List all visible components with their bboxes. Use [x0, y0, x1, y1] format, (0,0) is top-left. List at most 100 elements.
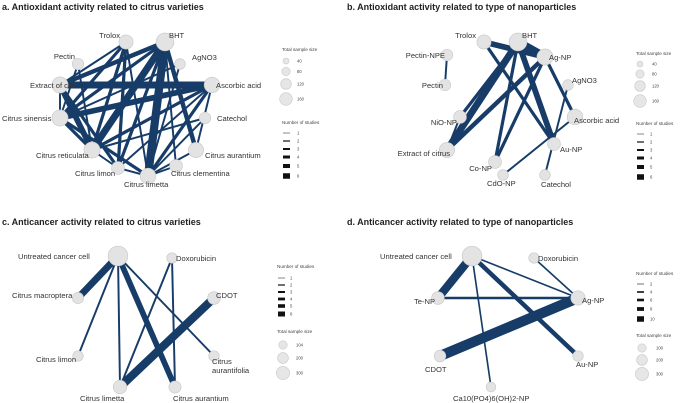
legend-value: 300: [656, 372, 664, 377]
node-label-limetta: Citrus limetta: [124, 180, 169, 189]
edge-agnp-conp: [493, 56, 547, 163]
legend-size-circle: [637, 343, 647, 353]
node-label-bht: BHT: [169, 31, 185, 40]
edge-bht-nionp: [458, 41, 520, 118]
panel-c-size-legend: Total sample size 104 200 300: [276, 329, 313, 380]
node-aunp: [547, 137, 561, 151]
edge-bht-limetta: [143, 41, 170, 177]
node-trolox: [118, 34, 134, 50]
panel-c-network: Untreated cancer cell Doxorubicin Citrus m…: [12, 245, 250, 403]
node-cdonp: [497, 169, 509, 181]
legend-size-circle: [634, 80, 646, 92]
edge-bht-reticulata: [89, 40, 168, 152]
legend-value: 120: [297, 82, 305, 87]
legend-value: 80: [652, 72, 657, 77]
legend-value: 8: [650, 307, 653, 312]
edge-pectin-sinensis: [59, 63, 79, 119]
node-label-limon: Citrus limon: [36, 355, 76, 364]
edge-ascorbic-limon: [117, 84, 213, 169]
node-label-nionp: NiO-NP: [431, 118, 457, 127]
panel-b-studies-legend: Number of studies 1 2 3 4 5 6: [636, 121, 674, 180]
legend-size-circle: [635, 367, 649, 381]
node-label-untreated: Untreated cancer cell: [18, 252, 90, 261]
node-label-extract: Extract of citrus: [398, 149, 451, 158]
legend-value: 2: [650, 140, 653, 145]
node-untreated: [107, 245, 129, 267]
node-canp: [485, 381, 497, 393]
node-label-aunp: Au-NP: [560, 145, 582, 154]
node-pectinnpe: [440, 48, 454, 62]
panel-a-studies-legend: Number of studies 1 2 3 4 5 6: [282, 120, 320, 179]
panel-c-studies-legend: Number of studies 1 2 3 4 5 6: [277, 264, 315, 317]
panel-c-title: c. Anticancer activity related to citrus…: [2, 217, 201, 227]
legend-value: 6: [290, 312, 293, 317]
edge-untreated-canp: [471, 255, 492, 388]
legend-value: 5: [297, 164, 300, 169]
node-label-macroptera: Citrus macroptera: [12, 291, 73, 300]
node-aurantifolia: [208, 350, 220, 362]
node-limetta: [112, 379, 128, 395]
legend-value: 40: [652, 62, 657, 67]
legend-value: 80: [297, 69, 302, 74]
panel-d-studies-legend: Number of studies 2 4 6 8 10: [636, 271, 674, 322]
edge-catechol-limetta: [147, 117, 206, 177]
node-label-cdot: CDOT: [425, 365, 447, 374]
node-limon: [111, 161, 125, 175]
node-label-limetta: Citrus limetta: [80, 394, 125, 403]
legend-value: 6: [650, 298, 653, 303]
node-bht: [508, 32, 528, 52]
edge-ascorbic-cdonp: [502, 116, 576, 176]
legend-title: Number of studies: [277, 264, 315, 269]
node-macroptera: [72, 292, 84, 304]
edge-doxorubicin-aurantium: [171, 257, 176, 388]
node-agno3: [562, 79, 574, 91]
legend-value: 4: [650, 290, 653, 295]
legend-title: Number of studies: [282, 120, 320, 125]
legend-value: 2: [290, 283, 293, 288]
node-tenp: [431, 291, 445, 305]
edge-cdot-limetta: [117, 295, 217, 390]
node-clementina: [169, 159, 183, 173]
legend-title: Total sample size: [636, 51, 672, 56]
node-label-doxorubicin: Doxorubicin: [538, 254, 578, 263]
legend-value: 10: [650, 317, 655, 322]
legend-value: 4: [297, 155, 300, 160]
edge-trolox-extract: [59, 41, 127, 86]
legend-title: Total sample size: [636, 333, 672, 338]
legend-size-circle: [276, 366, 290, 380]
edge-untreated-aunp: [470, 254, 580, 358]
node-label-untreated: Untreated cancer cell: [380, 252, 452, 261]
node-limon: [72, 350, 84, 362]
node-untreated: [461, 245, 483, 267]
legend-size-circle: [278, 340, 288, 350]
legend-size-circle: [636, 354, 648, 366]
node-sinensis: [51, 109, 69, 127]
node-label-agnp: Ag-NP: [549, 53, 571, 62]
node-cdot: [433, 349, 447, 363]
legend-size-circle: [280, 78, 292, 90]
legend-size-circle: [282, 57, 290, 65]
legend-value: 3: [297, 147, 300, 152]
legend-value: 3: [650, 148, 653, 153]
node-ascorbic: [566, 108, 584, 126]
node-label-bht: BHT: [522, 31, 538, 40]
node-label-conp: Co-NP: [469, 164, 492, 173]
legend-value: 40: [297, 59, 302, 64]
panel-d-title: d. Anticancer activity related to type o…: [347, 217, 573, 227]
node-agno3: [174, 58, 186, 70]
node-label-agno3: AgNO3: [192, 53, 217, 62]
node-label-ascorbic: Ascorbic acid: [574, 116, 619, 125]
node-label-clementina: Citrus clementina: [171, 169, 230, 178]
node-aunp: [572, 350, 584, 362]
node-extract: [439, 142, 455, 158]
panel-b-title: b. Antioxidant activity related to type …: [347, 2, 576, 12]
node-agnp: [570, 290, 586, 306]
edge-doxorubicin-agnp: [533, 257, 579, 299]
legend-value: 160: [297, 97, 305, 102]
legend-size-circle: [277, 352, 289, 364]
node-label-catechol: Catechol: [217, 114, 247, 123]
legend-value: 300: [296, 371, 304, 376]
panel-a-size-legend: Total sample size 40 80 120 160: [279, 47, 318, 106]
node-catechol: [539, 169, 551, 181]
node-catechol: [198, 111, 212, 125]
